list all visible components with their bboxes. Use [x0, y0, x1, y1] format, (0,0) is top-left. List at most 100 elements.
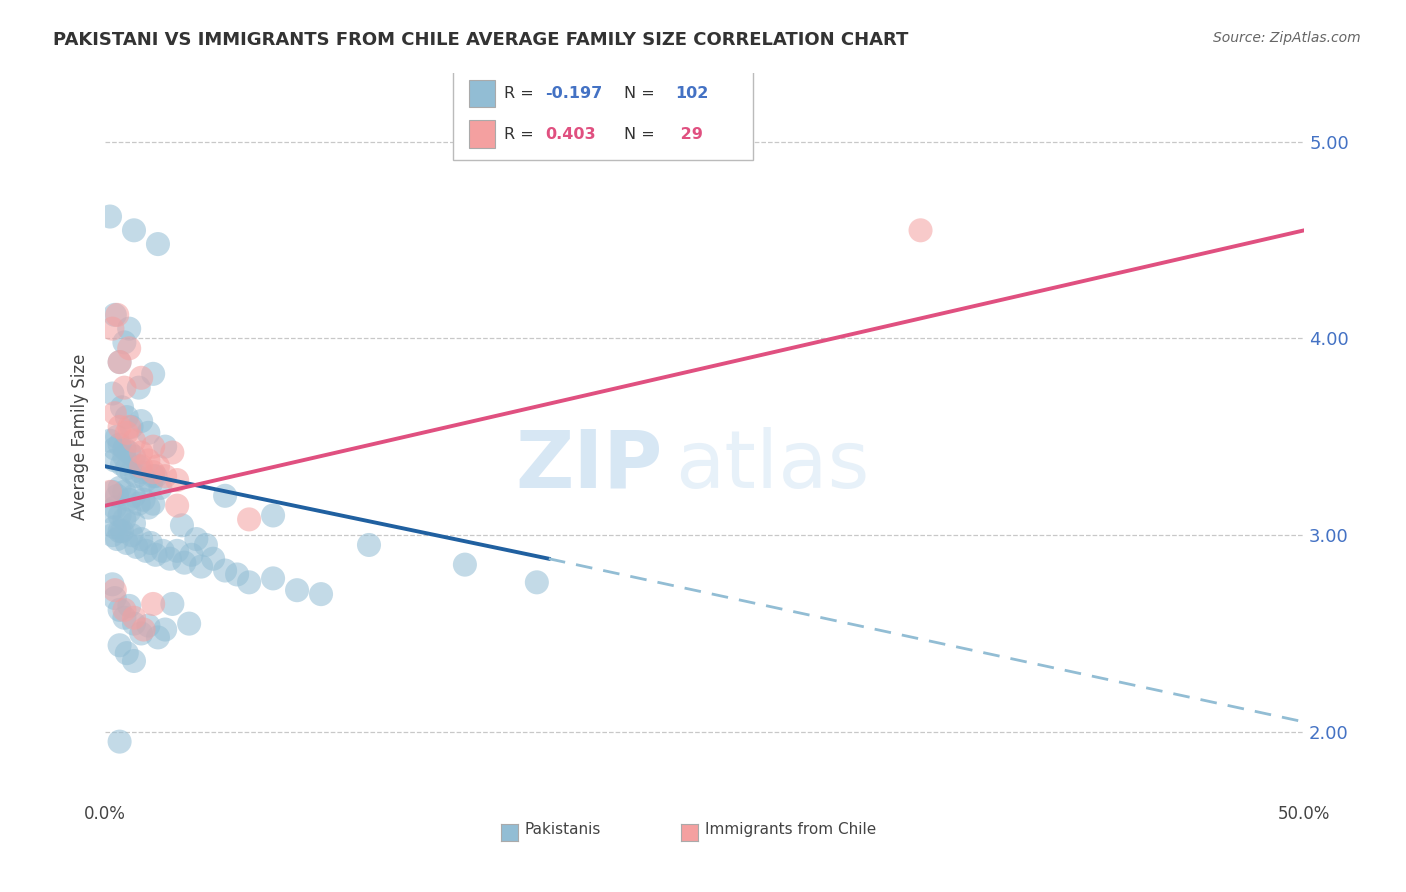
- Point: [138, 453, 160, 467]
- Point: [180, 548, 202, 562]
- Point: [145, 469, 167, 483]
- Point: [166, 544, 188, 558]
- Point: [122, 450, 145, 464]
- Point: [142, 465, 165, 479]
- Point: [238, 512, 260, 526]
- Point: [135, 473, 157, 487]
- Point: [101, 321, 124, 335]
- Point: [159, 551, 181, 566]
- Point: [122, 223, 145, 237]
- Point: [129, 626, 152, 640]
- Text: N =: N =: [624, 127, 661, 142]
- Point: [186, 532, 208, 546]
- Point: [166, 473, 188, 487]
- Point: [115, 646, 138, 660]
- Point: [285, 583, 308, 598]
- Point: [194, 538, 217, 552]
- Point: [104, 308, 127, 322]
- Text: 29: 29: [675, 127, 703, 142]
- Point: [118, 341, 141, 355]
- Text: N =: N =: [624, 86, 661, 101]
- Point: [128, 497, 150, 511]
- Point: [238, 575, 260, 590]
- Point: [108, 438, 131, 452]
- Point: [115, 425, 138, 440]
- Point: [153, 623, 176, 637]
- Point: [98, 504, 121, 518]
- Point: [108, 524, 131, 539]
- Point: [142, 497, 165, 511]
- Point: [118, 599, 141, 613]
- Text: PAKISTANI VS IMMIGRANTS FROM CHILE AVERAGE FAMILY SIZE CORRELATION CHART: PAKISTANI VS IMMIGRANTS FROM CHILE AVERA…: [53, 31, 908, 49]
- Point: [121, 465, 143, 479]
- Point: [128, 381, 150, 395]
- Point: [132, 492, 155, 507]
- Point: [122, 516, 145, 531]
- Point: [118, 321, 141, 335]
- Text: ZIP: ZIP: [516, 427, 662, 505]
- Point: [146, 237, 169, 252]
- Point: [138, 500, 160, 515]
- Point: [125, 469, 148, 483]
- Point: [142, 440, 165, 454]
- Point: [138, 425, 160, 440]
- Bar: [468, 120, 495, 148]
- Point: [226, 567, 249, 582]
- Point: [104, 453, 127, 467]
- Point: [190, 559, 212, 574]
- Point: [170, 518, 193, 533]
- Point: [108, 481, 131, 495]
- Point: [309, 587, 332, 601]
- Point: [128, 459, 150, 474]
- Point: [104, 583, 127, 598]
- Point: [108, 508, 131, 523]
- Point: [112, 512, 135, 526]
- Point: [142, 597, 165, 611]
- Point: [139, 536, 162, 550]
- Point: [105, 308, 128, 322]
- Point: [139, 477, 162, 491]
- Point: [112, 603, 135, 617]
- Point: [115, 410, 138, 425]
- Point: [526, 575, 548, 590]
- Point: [118, 445, 141, 459]
- Point: [122, 616, 145, 631]
- Point: [108, 603, 131, 617]
- Point: [214, 564, 236, 578]
- Bar: [468, 79, 495, 107]
- Text: 0.403: 0.403: [546, 127, 596, 142]
- Point: [98, 434, 121, 448]
- Point: [129, 465, 152, 479]
- Point: [125, 540, 148, 554]
- Point: [129, 445, 152, 459]
- Point: [115, 461, 138, 475]
- Point: [142, 469, 165, 483]
- Point: [214, 489, 236, 503]
- Point: [111, 401, 134, 415]
- Point: [454, 558, 477, 572]
- Text: Immigrants from Chile: Immigrants from Chile: [704, 822, 876, 837]
- Point: [173, 556, 195, 570]
- Point: [112, 611, 135, 625]
- Point: [162, 445, 184, 459]
- Point: [262, 508, 284, 523]
- Point: [112, 450, 135, 464]
- Point: [202, 551, 225, 566]
- Point: [135, 544, 157, 558]
- Point: [166, 499, 188, 513]
- Point: [153, 440, 176, 454]
- Point: [142, 367, 165, 381]
- Point: [129, 459, 152, 474]
- Point: [112, 484, 135, 499]
- Point: [153, 469, 176, 483]
- Point: [105, 430, 128, 444]
- Point: [104, 500, 127, 515]
- Point: [262, 571, 284, 585]
- Point: [129, 532, 152, 546]
- FancyBboxPatch shape: [453, 67, 752, 161]
- Point: [112, 442, 135, 456]
- Point: [129, 371, 152, 385]
- Point: [105, 532, 128, 546]
- Point: [101, 528, 124, 542]
- Point: [98, 484, 121, 499]
